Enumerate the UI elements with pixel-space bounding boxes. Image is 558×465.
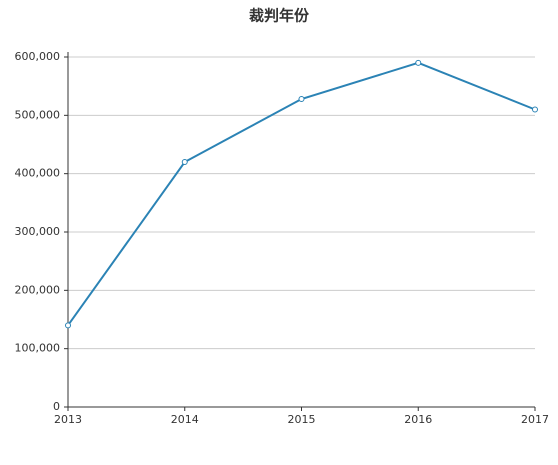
point [532, 106, 538, 113]
y-tick-label: 300,000 [15, 225, 61, 238]
line [67, 61, 536, 326]
chart-title: 裁判年份 [249, 7, 310, 25]
x-tick-label: 2016 [404, 413, 432, 426]
y-tick-label: 500,000 [15, 108, 61, 121]
y-tick-label: 0 [53, 400, 60, 413]
x-tick-label: 2014 [171, 413, 199, 426]
point [181, 159, 188, 165]
x-tick-label: 2015 [288, 413, 316, 426]
y-tick-label: 600,000 [15, 50, 61, 63]
x-tick-label: 2017 [521, 413, 549, 426]
y-tick-label: 200,000 [15, 283, 61, 296]
y-tick-label: 100,000 [15, 342, 61, 355]
y-tick-label: 400,000 [15, 167, 61, 180]
x-tick-label: 2013 [54, 413, 82, 426]
point [65, 322, 71, 329]
point [415, 59, 422, 66]
point [298, 96, 305, 102]
